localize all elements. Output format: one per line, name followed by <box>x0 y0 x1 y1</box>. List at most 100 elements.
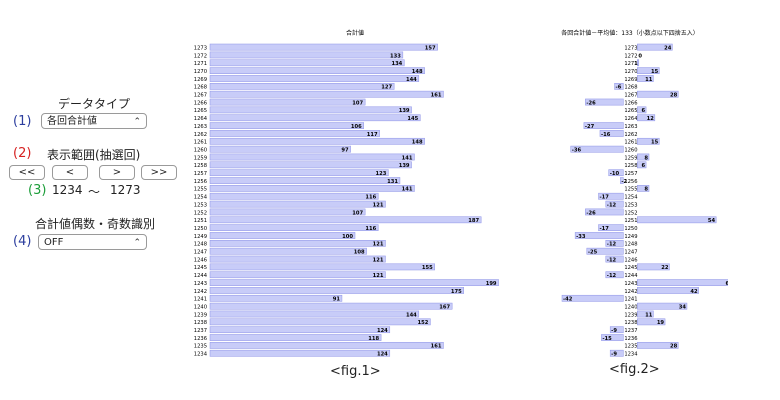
category-label: 1272 <box>624 53 637 59</box>
next-button[interactable]: > <box>99 165 135 180</box>
bar <box>583 122 624 129</box>
bar <box>209 122 364 129</box>
category-label: 1247 <box>624 250 637 256</box>
category-label: 1257 <box>624 171 637 177</box>
bar <box>637 318 666 326</box>
first-button[interactable]: << <box>9 165 45 180</box>
bar <box>209 161 412 169</box>
value-label: 116 <box>365 226 376 232</box>
value-label: 28 <box>670 344 678 350</box>
bar <box>209 90 444 98</box>
bar <box>637 137 660 145</box>
category-label: 1237 <box>624 328 637 334</box>
value-label: 121 <box>373 273 384 279</box>
bar <box>209 310 420 318</box>
category-label: 1257 <box>194 171 207 177</box>
bar <box>637 263 670 271</box>
value-label: 123 <box>376 171 387 177</box>
bar <box>209 185 415 192</box>
bar <box>601 334 624 341</box>
parity-number: (4) <box>13 234 32 249</box>
bar <box>209 255 386 263</box>
bar <box>209 51 404 59</box>
bar <box>209 43 438 51</box>
value-label: 187 <box>468 218 479 224</box>
category-label: 1240 <box>624 304 637 310</box>
bar <box>637 216 717 224</box>
value-label: 8 <box>644 155 648 161</box>
category-label: 1259 <box>624 155 637 161</box>
chevron-down-icon: ⌃ <box>133 117 141 127</box>
bar <box>574 232 624 239</box>
bar <box>609 326 624 334</box>
category-label: 1253 <box>624 202 637 208</box>
category-label: 1242 <box>194 289 207 295</box>
value-label: 124 <box>377 328 388 334</box>
category-label: 1267 <box>194 93 207 99</box>
category-label: 1239 <box>194 312 207 318</box>
range-title: 表示範囲(抽選回) <box>47 148 141 162</box>
value-label: -36 <box>572 147 582 153</box>
chevron-down-icon: ⌃ <box>133 238 141 248</box>
category-label: 1250 <box>624 226 637 232</box>
control-panel: データタイプ (1) 各回合計値 ⌃ (2) 表示範囲(抽選回) << < > … <box>0 0 190 400</box>
bar <box>209 145 351 153</box>
category-label: 1242 <box>624 289 637 295</box>
category-label: 1252 <box>194 210 207 216</box>
parity-select[interactable]: OFF ⌃ <box>38 234 147 250</box>
value-label: -25 <box>588 250 598 256</box>
bar <box>637 43 673 51</box>
bar <box>209 326 391 334</box>
category-label: 1262 <box>194 132 207 138</box>
value-label: 6 <box>641 163 645 169</box>
last-button[interactable]: >> <box>141 165 177 180</box>
data-type-select[interactable]: 各回合計値 ⌃ <box>41 113 147 129</box>
fig2-caption: <fig.2> <box>609 362 660 377</box>
value-label: 124 <box>377 352 388 358</box>
value-label: 42 <box>690 289 698 295</box>
category-label: 1273 <box>624 45 637 51</box>
value-label: 107 <box>352 100 363 106</box>
value-label: -27 <box>585 124 595 130</box>
bar <box>209 59 405 67</box>
bar <box>209 232 356 239</box>
value-label: 19 <box>657 320 665 326</box>
value-label: 107 <box>352 210 363 216</box>
category-label: 1261 <box>624 140 637 146</box>
bar <box>209 192 379 200</box>
category-label: 1261 <box>194 140 207 146</box>
bar <box>209 106 412 114</box>
value-label: 12 <box>647 116 655 122</box>
value-label: 148 <box>412 69 423 75</box>
bar <box>209 318 431 326</box>
bar <box>209 67 425 74</box>
value-label: -33 <box>576 234 586 240</box>
bar <box>209 216 482 224</box>
category-label: 1246 <box>194 257 207 263</box>
category-label: 1239 <box>624 312 637 318</box>
category-label: 1258 <box>624 163 637 169</box>
value-label: -16 <box>601 132 611 138</box>
prev-button[interactable]: < <box>52 165 88 180</box>
bar <box>637 90 679 98</box>
value-label: -15 <box>602 336 612 342</box>
bar <box>209 169 389 177</box>
value-label: -9 <box>611 328 617 334</box>
value-label: 167 <box>439 304 450 310</box>
bar <box>209 263 435 271</box>
bar <box>637 59 640 67</box>
value-label: 145 <box>407 116 418 122</box>
bar <box>605 200 624 208</box>
category-label: 1264 <box>624 116 638 122</box>
category-label: 1241 <box>194 297 207 303</box>
value-label: -12 <box>607 242 617 248</box>
bar <box>209 287 464 294</box>
value-label: -6 <box>616 85 622 91</box>
bar <box>605 271 624 279</box>
category-label: 1262 <box>624 132 637 138</box>
value-label: 127 <box>381 85 392 91</box>
bar <box>209 98 366 106</box>
bar <box>209 247 367 255</box>
value-label: 139 <box>399 163 410 169</box>
data-type-value: 各回合計値 <box>47 116 97 127</box>
